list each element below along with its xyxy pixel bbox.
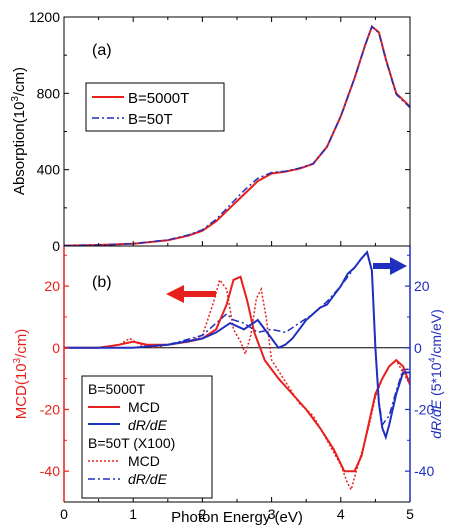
panel-b-ticks: 0 1 2 3 4 5 -40 -20 0 20 -40 -20 0 20 [40, 254, 434, 522]
legend-label-mcd-50: MCD [128, 453, 160, 469]
legend-label-drde-5000: dR/dE [128, 417, 168, 433]
panel-a-ytick-label: 0 [52, 238, 60, 254]
panel-b-xtick-label: 3 [268, 506, 276, 522]
panel-a-legend: B=5000T B=50T [85, 82, 225, 132]
panel-b-legend-box [81, 375, 213, 499]
panel-a-ytick-label: 800 [37, 85, 61, 101]
legend-heading-b50: B=50T (X100) [88, 435, 175, 451]
panel-a-legend-box [85, 82, 225, 132]
panel-b-label: (b) [92, 274, 112, 291]
panel-b-xlabel: Photon Energy (eV) [171, 509, 303, 526]
panel-b-xtick-label: 0 [60, 506, 68, 522]
panel-b-ylabel-right: dR/dE (5*104/cm/eV) [427, 309, 444, 439]
panel-a-ylabel: Absorption(103/cm) [10, 67, 28, 195]
panel-b-ytick-right-label: 20 [414, 278, 430, 294]
left-arrow [166, 285, 216, 303]
panel-a-ytick-label: 1200 [29, 9, 60, 25]
panel-b-xtick-label: 1 [129, 506, 137, 522]
panel-a-curves [64, 24, 410, 246]
panel-b-ytick-left-label: -20 [40, 401, 60, 417]
series-b-50t-line [64, 25, 410, 246]
panel-b-ytick-right-label: -20 [414, 401, 434, 417]
series-b-5000t-line [64, 24, 410, 246]
panel-b: 0 1 2 3 4 5 -40 -20 0 20 -40 -20 0 20 (b) B=5000T MCD… [12, 245, 444, 526]
panel-b-curves [64, 250, 410, 492]
panel-b-xtick-label: 5 [406, 506, 414, 522]
series-dr-de-solid-line [64, 250, 410, 441]
panel-b-ytick-left-label: -40 [40, 463, 60, 479]
panel-a: 0 400 800 1200 (a) B=5000T B=50T Absorption… [10, 9, 411, 254]
panel-a-ytick-label: 400 [37, 162, 61, 178]
panel-b-xtick-label: 4 [337, 506, 345, 522]
legend-label-drde-50: dR/dE [128, 471, 168, 487]
legend-heading-b5000: B=5000T [88, 381, 146, 397]
legend-label-b5000: B=5000T [128, 90, 189, 107]
legend-label-b50: B=50T [128, 111, 173, 128]
panel-b-ylabel-left: MCD(103/cm) [12, 329, 30, 420]
panel-b-ytick-left-label: 20 [44, 278, 60, 294]
panel-b-ytick-left-label: 0 [52, 340, 60, 356]
panel-b-ytick-right-label: -40 [414, 463, 434, 479]
right-arrow [373, 257, 407, 275]
panel-a-label: (a) [92, 42, 112, 59]
legend-label-mcd-5000: MCD [128, 399, 160, 415]
panel-b-ytick-right-label: 0 [414, 340, 422, 356]
panel-b-legend: B=5000T MCD dR/dE B=50T (X100) MCD dR/dE [81, 375, 213, 499]
panel-b-xtick-label: 2 [199, 506, 207, 522]
